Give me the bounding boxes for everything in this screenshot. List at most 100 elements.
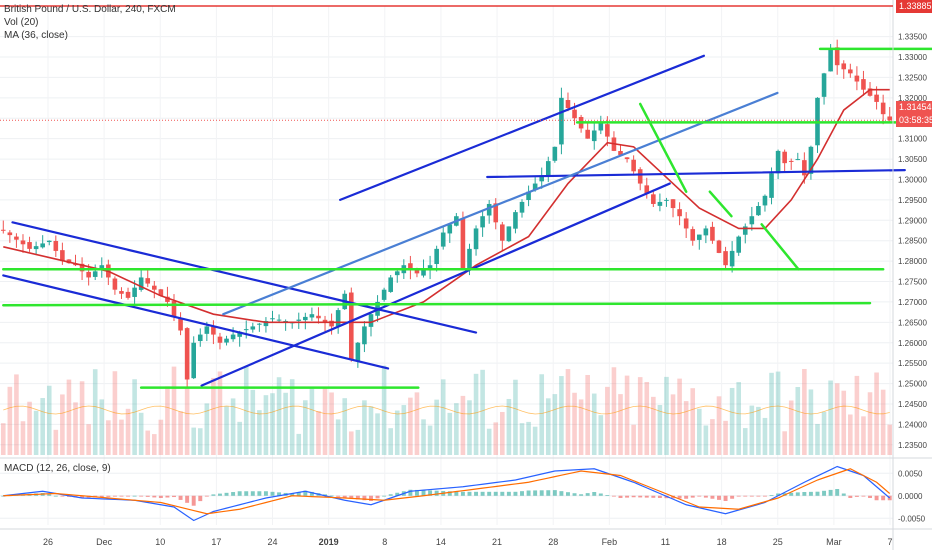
volume-bar bbox=[211, 377, 216, 455]
candle-body bbox=[66, 259, 72, 264]
volume-bar bbox=[79, 381, 85, 455]
macd-histogram-bar bbox=[539, 490, 544, 496]
volume-bar bbox=[362, 400, 367, 455]
volume-bar bbox=[125, 408, 131, 455]
candle-body bbox=[867, 88, 873, 96]
macd-histogram-bar bbox=[546, 490, 551, 496]
y-tick-label: 1.33500 bbox=[898, 33, 927, 42]
candle-body bbox=[27, 242, 32, 249]
volume-bar bbox=[861, 416, 866, 455]
candle-body bbox=[631, 159, 636, 172]
y-tick-label: 1.23500 bbox=[898, 441, 927, 450]
volume-bar bbox=[401, 405, 407, 455]
macd-histogram-bar bbox=[868, 495, 872, 498]
volume-bar bbox=[263, 395, 269, 455]
candle-body bbox=[657, 201, 663, 206]
candle-body bbox=[788, 160, 794, 162]
x-tick-label: 26 bbox=[43, 537, 53, 547]
green-trend-line bbox=[638, 102, 688, 193]
candle-body bbox=[191, 342, 197, 379]
blue-trend-line bbox=[339, 54, 705, 201]
candle-body bbox=[348, 292, 354, 360]
macd-histogram-bar bbox=[795, 492, 800, 496]
y-tick-label: 1.26500 bbox=[898, 318, 927, 327]
candle-body bbox=[690, 229, 696, 241]
volume-bar bbox=[710, 419, 715, 455]
volume-ma-line bbox=[3, 405, 890, 415]
volume-bar bbox=[480, 369, 485, 455]
x-tick-label: 17 bbox=[211, 537, 221, 547]
volume-bar bbox=[769, 372, 774, 455]
volume-bar bbox=[611, 367, 617, 455]
volume-bar bbox=[795, 387, 801, 455]
volume-bar bbox=[723, 420, 728, 455]
candle-body bbox=[60, 250, 65, 262]
green-trend-line bbox=[708, 190, 733, 218]
candle-body bbox=[572, 109, 577, 119]
trend-lines[interactable] bbox=[2, 47, 932, 389]
macd-histogram-bar bbox=[789, 492, 794, 496]
volume-bar bbox=[335, 419, 341, 455]
volume-bar bbox=[296, 433, 302, 455]
candle-body bbox=[473, 228, 479, 250]
volume-bar bbox=[618, 394, 623, 455]
volume-bar bbox=[381, 365, 387, 455]
candle-body bbox=[197, 334, 203, 342]
volume-bar bbox=[657, 405, 663, 455]
macd-histogram-bar bbox=[309, 491, 314, 496]
candle-body bbox=[14, 236, 19, 240]
macd-histogram-bar bbox=[638, 495, 643, 498]
candle-body bbox=[723, 251, 728, 266]
candle-body bbox=[250, 326, 256, 330]
candle-body bbox=[381, 289, 387, 300]
volume-bar bbox=[454, 403, 459, 455]
macd-histogram-bar bbox=[204, 495, 209, 497]
ma-legend[interactable]: MA (36, close) bbox=[4, 30, 68, 41]
candle-body bbox=[447, 224, 453, 234]
symbol-legend[interactable]: British Pound / U.S. Dollar, 240, FXCM bbox=[4, 4, 176, 15]
candle-body bbox=[316, 315, 321, 319]
macd-pane bbox=[1, 465, 892, 522]
candle-body bbox=[644, 185, 650, 194]
candle-body bbox=[230, 334, 236, 340]
blue-trend-line bbox=[486, 168, 906, 179]
macd-y-tick-label: 0.0050 bbox=[898, 469, 923, 478]
x-tick-label: 8 bbox=[382, 537, 387, 547]
candle-body bbox=[874, 94, 879, 102]
volume-bar bbox=[729, 387, 735, 455]
candle-body bbox=[591, 130, 597, 142]
macd-histogram-bar bbox=[520, 491, 524, 496]
volume-bar bbox=[690, 388, 696, 455]
candle-body bbox=[414, 268, 420, 274]
macd-histogram-bar bbox=[296, 492, 301, 496]
volume-legend[interactable]: Vol (20) bbox=[4, 17, 39, 28]
candle-body bbox=[79, 263, 85, 272]
macd-histogram-bar bbox=[881, 495, 886, 501]
candle-body bbox=[119, 291, 124, 294]
candle-body bbox=[408, 263, 413, 270]
candle-body bbox=[545, 161, 551, 177]
volume-bar bbox=[880, 389, 886, 455]
macd-histogram-bar bbox=[677, 495, 682, 499]
macd-histogram-bar bbox=[618, 495, 623, 498]
macd-legend[interactable]: MACD (12, 26, close, 9) bbox=[4, 463, 111, 474]
macd-histogram-bar bbox=[145, 495, 150, 497]
lightblue-trend-line bbox=[222, 91, 779, 316]
volume-bar bbox=[171, 366, 177, 455]
macd-histogram-bar bbox=[178, 495, 183, 500]
macd-histogram-bar bbox=[605, 495, 610, 496]
macd-histogram-bar bbox=[303, 490, 308, 496]
volume-bar bbox=[421, 419, 426, 455]
macd-histogram-bar bbox=[644, 495, 649, 498]
volume-bar bbox=[578, 399, 584, 455]
macd-histogram-bar bbox=[710, 495, 715, 499]
volume-bar bbox=[152, 434, 157, 455]
macd-histogram-bar bbox=[874, 495, 879, 501]
candle-body bbox=[263, 320, 269, 327]
candle-body bbox=[716, 240, 722, 253]
volume-bar bbox=[585, 374, 590, 455]
volume-bar bbox=[664, 376, 669, 455]
volume-bar bbox=[683, 401, 689, 455]
